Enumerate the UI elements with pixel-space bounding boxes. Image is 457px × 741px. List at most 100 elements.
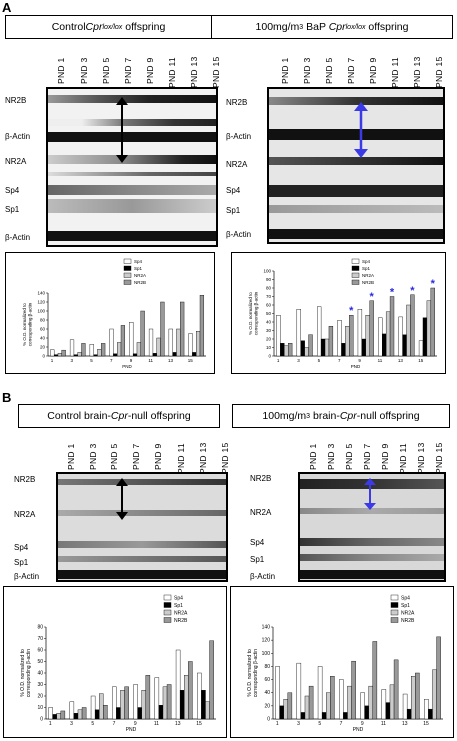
blot-label-sp4: Sp4 — [250, 538, 265, 547]
bar-nr2a — [184, 675, 189, 720]
bar-chart-a-right: 0 10 20 30 40 50 60 70 80 90 100 % O.D. normalized … — [248, 258, 437, 369]
bar-sp4 — [296, 309, 301, 357]
bar-sp4 — [112, 686, 117, 720]
y-axis-label-line: % O.D. normalized to — [247, 649, 253, 697]
bar-sp4 — [69, 701, 75, 720]
significance-star: * — [349, 305, 354, 317]
blot-label-actin: β-Actin — [5, 233, 31, 242]
bar-sp4 — [168, 328, 173, 357]
bar-sp1 — [382, 333, 387, 357]
blot-label-sp4: Sp4 — [226, 186, 241, 195]
bar-sp4 — [402, 693, 408, 720]
legend-swatch — [123, 265, 132, 271]
x-axis-label: PND — [353, 727, 364, 733]
y-axis-label-line: % O.D. normalized to — [20, 649, 26, 697]
y-tick-label: 60 — [266, 303, 272, 308]
pnd-label: PND 1 — [280, 57, 290, 84]
bar-sp4 — [90, 695, 96, 720]
x-tick-label: 9 — [134, 721, 137, 727]
y-tick-label: 20 — [37, 694, 43, 700]
y-tick-label: 100 — [37, 309, 45, 314]
y-tick-label: 80 — [264, 664, 270, 670]
legend-entry: NR2B — [401, 618, 415, 624]
bar-nr2a — [196, 331, 201, 357]
bar-sp1 — [280, 343, 285, 357]
bar-sp1 — [320, 338, 326, 357]
bar-nr2b — [430, 287, 435, 357]
bar-sp4 — [129, 322, 134, 357]
y-tick-label: 80 — [40, 318, 46, 323]
bar-nr2a — [57, 353, 62, 357]
panel-letter-a: A — [2, 0, 12, 15]
bar-nr2a — [162, 686, 168, 720]
bar-sp1 — [406, 708, 412, 720]
significance-star: * — [410, 285, 415, 297]
blot-label-actin: β-Actin — [226, 230, 252, 239]
bar-sp4 — [339, 679, 344, 720]
y-tick-label: 120 — [262, 638, 271, 644]
bar-nr2b — [160, 301, 165, 357]
y-tick-label: 40 — [264, 690, 270, 696]
pnd-label: PND 3 — [79, 57, 89, 84]
double-arrow-black-a — [116, 97, 128, 163]
bar-sp4 — [197, 672, 202, 720]
blot-label-sp4: Sp4 — [5, 186, 20, 195]
blot-label-sp1: Sp1 — [250, 555, 265, 564]
bar-nr2a — [426, 300, 432, 357]
y-tick-label: 60 — [264, 677, 270, 683]
hdr-prefix: Control brain- — [47, 410, 111, 422]
blot-label-nr2a: NR2A — [226, 160, 248, 169]
y-tick-label: 40 — [37, 671, 43, 677]
hdr-sup: lox/lox — [102, 23, 123, 31]
blot-label-nr2b: NR2B — [250, 474, 272, 483]
bar-sp1 — [385, 702, 391, 720]
bar-nr2b — [308, 685, 314, 720]
bar-sp1 — [172, 352, 177, 357]
header-bap-null: 100mg/m 3 brain- Cpr -null offspring — [232, 404, 450, 428]
bar-chart-b-left: 0 10 20 30 40 50 60 70 80 % O.D. normalized tocor… — [20, 594, 216, 733]
y-axis-label: % O.D. normalized tocorresponding β-acti… — [248, 291, 259, 335]
blot-label-nr2b: NR2B — [226, 98, 248, 107]
y-tick-label: 0 — [42, 354, 45, 359]
bar-nr2b — [124, 686, 129, 720]
bar-sp4 — [424, 699, 429, 720]
bar-nr2a — [176, 328, 181, 357]
chart-box-b-left: 0 10 20 30 40 50 60 70 80 % O.D. normalized tocor… — [3, 586, 227, 738]
y-tick-label: 20 — [264, 703, 270, 709]
pnd-label: PND 13 — [416, 442, 426, 474]
western-blot-b-left — [56, 472, 228, 582]
x-tick-label: 13 — [175, 721, 181, 727]
x-tick-label: 7 — [110, 358, 113, 363]
bar-sp1 — [179, 690, 185, 720]
hdr-sup1: 3 — [306, 412, 311, 420]
legend-entry: Sp1 — [401, 603, 410, 609]
double-arrow-black-b — [116, 478, 128, 520]
x-tick-label: 7 — [340, 721, 343, 727]
x-tick-label: 11 — [381, 721, 386, 727]
x-tick-label: 11 — [378, 358, 383, 363]
pnd-label: PND 1 — [308, 443, 318, 470]
y-tick-label: 100 — [262, 651, 271, 657]
legend-swatch — [123, 272, 132, 278]
legend-swatch — [351, 272, 360, 278]
bar-nr2b — [415, 672, 420, 720]
pnd-label: PND 13 — [198, 442, 208, 474]
x-tick-label: 9 — [358, 358, 361, 363]
bar-nr2b — [287, 343, 293, 357]
bar-sp4 — [398, 316, 403, 357]
legend-swatch — [351, 258, 360, 264]
y-tick-label: 20 — [266, 337, 272, 342]
hdr-mid: brain- — [310, 410, 340, 422]
y-axis-label-line: corresponding β-actin — [28, 302, 33, 346]
bar-nr2a — [326, 692, 331, 720]
pnd-label: PND 5 — [344, 443, 354, 470]
bar-nr2b — [372, 641, 378, 720]
legend-entry: Sp1 — [362, 266, 371, 271]
legend-swatch — [123, 279, 132, 285]
y-tick-label: 40 — [266, 320, 272, 325]
bar-nr2b — [389, 296, 395, 357]
y-tick-label: 40 — [40, 336, 46, 341]
bar-sp4 — [337, 320, 342, 357]
bar-nr2a — [385, 311, 391, 357]
bar-sp1 — [132, 353, 138, 357]
